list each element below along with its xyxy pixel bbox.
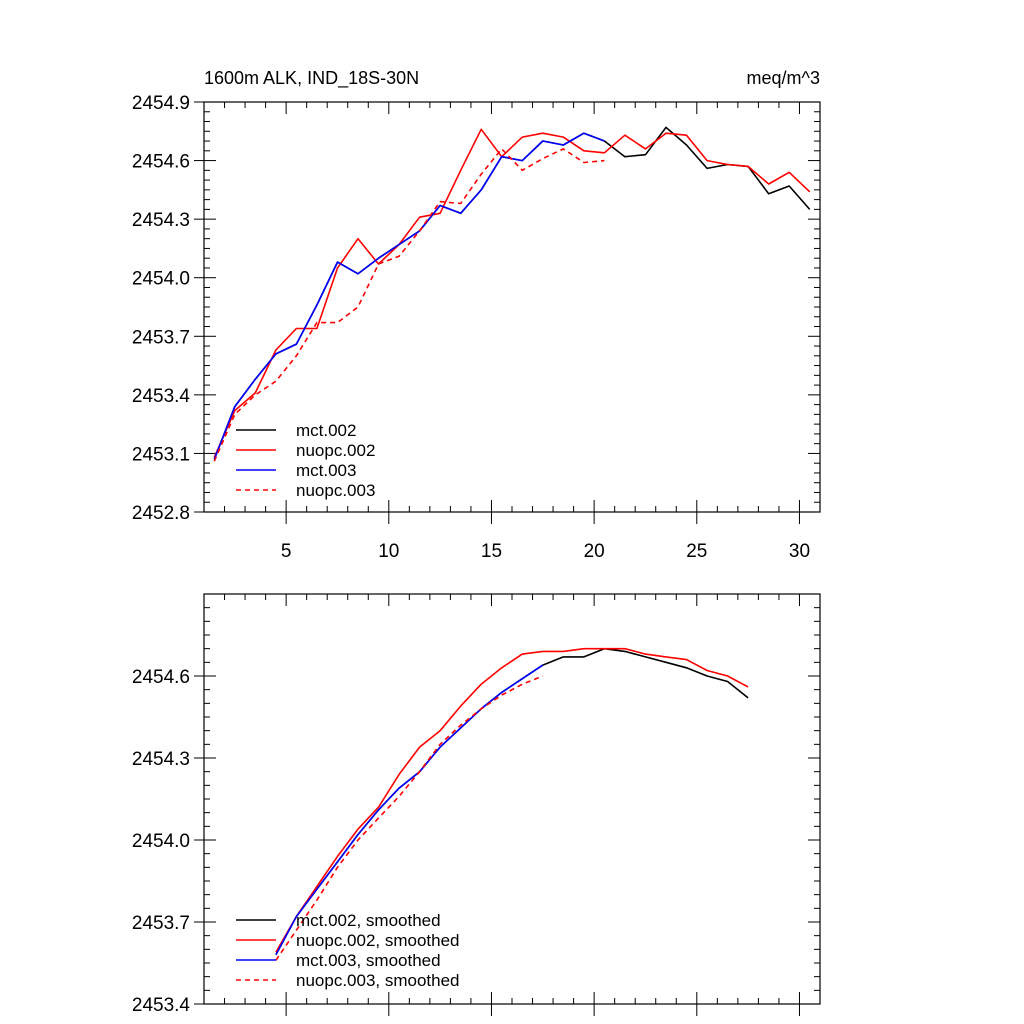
y-tick-label: 2454.0 [132, 831, 190, 852]
x-tick-label: 25 [686, 541, 707, 562]
top-panel: 2452.8 2453.1 2453.4 2453.7 2454.0 2454.3 2454… [132, 68, 821, 562]
legend-label: mct.003 [296, 461, 356, 480]
units-label: meq/m^3 [747, 68, 820, 88]
x-tick-label: 5 [281, 541, 292, 562]
legend-label: nuopc.002, smoothed [296, 931, 460, 950]
y-tick-label: 2452.8 [132, 503, 190, 524]
legend-label: mct.003, smoothed [296, 951, 441, 970]
legend-label: nuopc.003, smoothed [296, 971, 460, 990]
legend-label: nuopc.003 [296, 481, 375, 500]
bottom-panel: 2453.4 2453.7 2454.0 2454.3 2454.6 mct.002, s… [132, 593, 821, 1016]
series-line-nuopc-003-smoothed [275, 675, 544, 961]
x-tick-label: 15 [481, 541, 502, 562]
series-line-mct-003 [213, 132, 605, 460]
y-tick-label: 2454.3 [132, 749, 190, 770]
y-tick-label: 2453.4 [132, 995, 191, 1016]
y-tick-label: 2454.9 [132, 93, 190, 114]
series-line-mct-002 [213, 126, 811, 460]
series-line-mct-002-smoothed [275, 647, 749, 956]
y-tick-label: 2454.3 [132, 210, 190, 231]
series-line-mct-003-smoothed [275, 664, 544, 956]
y-tick-label: 2454.6 [132, 152, 190, 173]
y-tick-label: 2454.6 [132, 667, 190, 688]
x-tick-label: 10 [378, 541, 399, 562]
series-line-nuopc-002 [213, 128, 811, 458]
y-tick-label: 2453.7 [132, 913, 190, 934]
x-tick-label: 20 [584, 541, 605, 562]
series-line-nuopc-002-smoothed [275, 647, 749, 953]
x-tick-label: 30 [789, 541, 810, 562]
legend-label: mct.002 [296, 421, 356, 440]
y-tick-label: 2453.4 [132, 386, 191, 407]
y-tick-label: 2453.1 [132, 444, 190, 465]
y-tick-label: 2454.0 [132, 269, 190, 290]
legend-label: nuopc.002 [296, 441, 375, 460]
chart-title: 1600m ALK, IND_18S-30N [204, 68, 419, 89]
legend-label: mct.002, smoothed [296, 911, 441, 930]
series-line-nuopc-003 [213, 148, 605, 462]
y-tick-label: 2453.7 [132, 327, 190, 348]
